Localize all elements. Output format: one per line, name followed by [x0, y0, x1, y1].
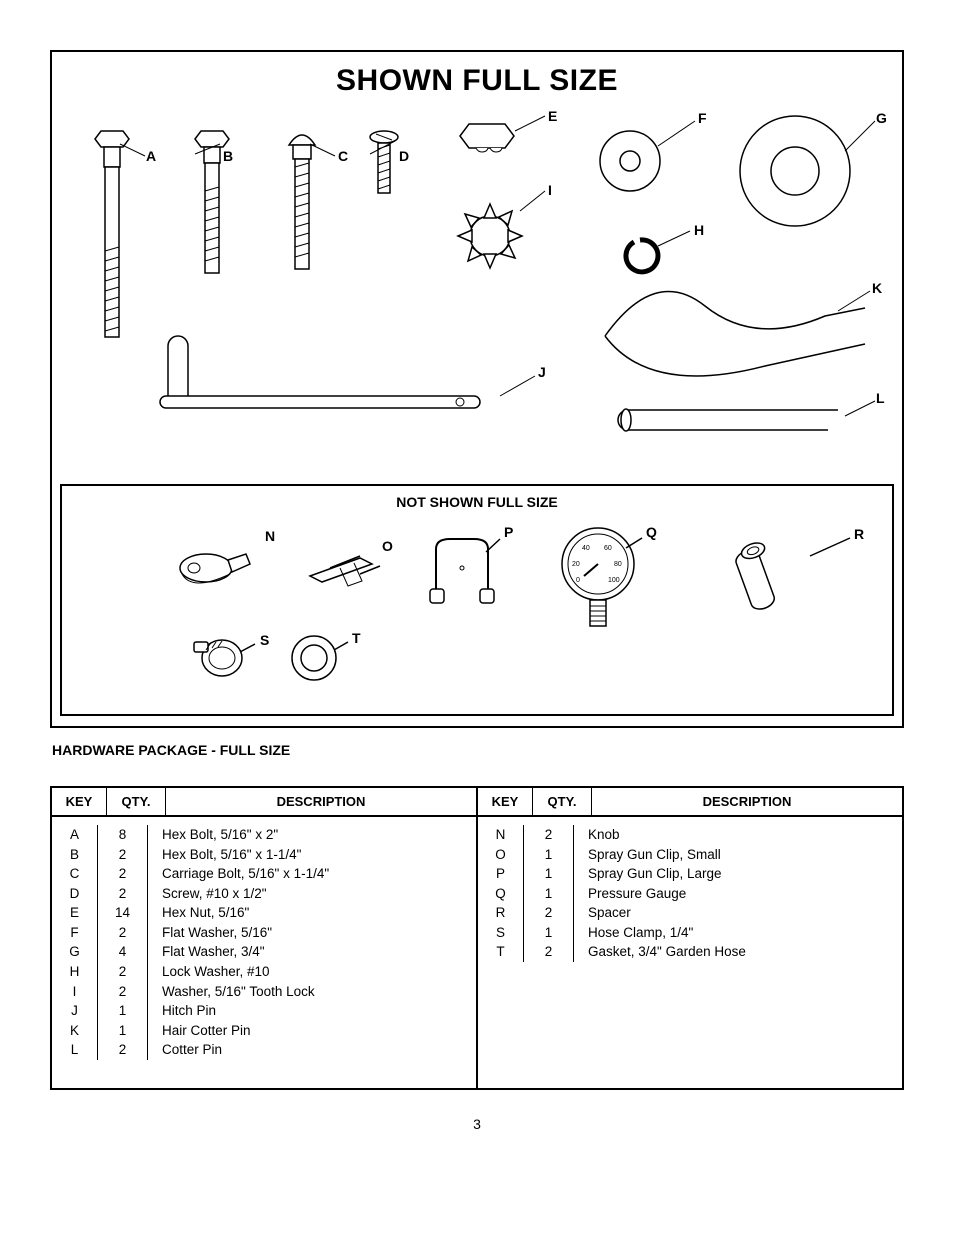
sub-panel-title: NOT SHOWN FULL SIZE: [70, 494, 884, 510]
label-T: T: [352, 630, 361, 646]
col-qty-left: 8222142422112: [98, 825, 148, 1060]
label-J: J: [538, 364, 546, 380]
th-qty: QTY.: [107, 788, 166, 815]
label-E: E: [548, 108, 557, 124]
label-H: H: [694, 222, 704, 238]
hardware-illustration-bottom: 0 20 40 60 80 100: [70, 516, 880, 706]
label-K: K: [872, 280, 882, 296]
svg-text:20: 20: [572, 561, 580, 568]
svg-text:0: 0: [576, 577, 580, 584]
col-key-left: ABCDEFGHIJKL: [52, 825, 98, 1060]
th-desc: DESCRIPTION: [166, 788, 476, 815]
table-left: KEY QTY. DESCRIPTION ABCDEFGHIJKL 822214…: [52, 788, 476, 1088]
svg-text:100: 100: [608, 577, 620, 584]
th-qty: QTY.: [533, 788, 592, 815]
label-Q: Q: [646, 524, 657, 540]
section-header: HARDWARE PACKAGE - FULL SIZE: [52, 742, 904, 758]
table-right: KEY QTY. DESCRIPTION NOPQRST 2111212 Kno…: [476, 788, 902, 1088]
th-desc: DESCRIPTION: [592, 788, 902, 815]
panel-title: SHOWN FULL SIZE: [60, 64, 894, 98]
full-size-panel: SHOWN FULL SIZE: [50, 50, 904, 728]
label-A: A: [146, 148, 156, 164]
label-R: R: [854, 526, 864, 542]
label-L: L: [876, 390, 885, 406]
label-O: O: [382, 538, 393, 554]
label-N: N: [265, 528, 275, 544]
th-key: KEY: [478, 788, 533, 815]
label-C: C: [338, 148, 348, 164]
label-I: I: [548, 182, 552, 198]
hardware-table: KEY QTY. DESCRIPTION ABCDEFGHIJKL 822214…: [50, 786, 904, 1090]
not-full-size-panel: NOT SHOWN FULL SIZE: [60, 484, 894, 716]
diagram-full-size: A B C D E F G H I J K L: [60, 106, 894, 476]
col-qty-right: 2111212: [524, 825, 574, 962]
th-key: KEY: [52, 788, 107, 815]
col-desc-right: KnobSpray Gun Clip, SmallSpray Gun Clip,…: [574, 825, 902, 962]
svg-text:60: 60: [604, 545, 612, 552]
svg-text:40: 40: [582, 545, 590, 552]
label-F: F: [698, 110, 707, 126]
svg-text:80: 80: [614, 561, 622, 568]
label-S: S: [260, 632, 269, 648]
col-desc-left: Hex Bolt, 5/16" x 2"Hex Bolt, 5/16" x 1-…: [148, 825, 476, 1060]
label-D: D: [399, 148, 409, 164]
label-G: G: [876, 110, 887, 126]
label-B: B: [223, 148, 233, 164]
label-P: P: [504, 524, 513, 540]
col-key-right: NOPQRST: [478, 825, 524, 962]
diagram-not-full-size: 0 20 40 60 80 100: [70, 516, 884, 706]
hardware-illustration-top: [60, 106, 890, 476]
page-number: 3: [50, 1116, 904, 1132]
